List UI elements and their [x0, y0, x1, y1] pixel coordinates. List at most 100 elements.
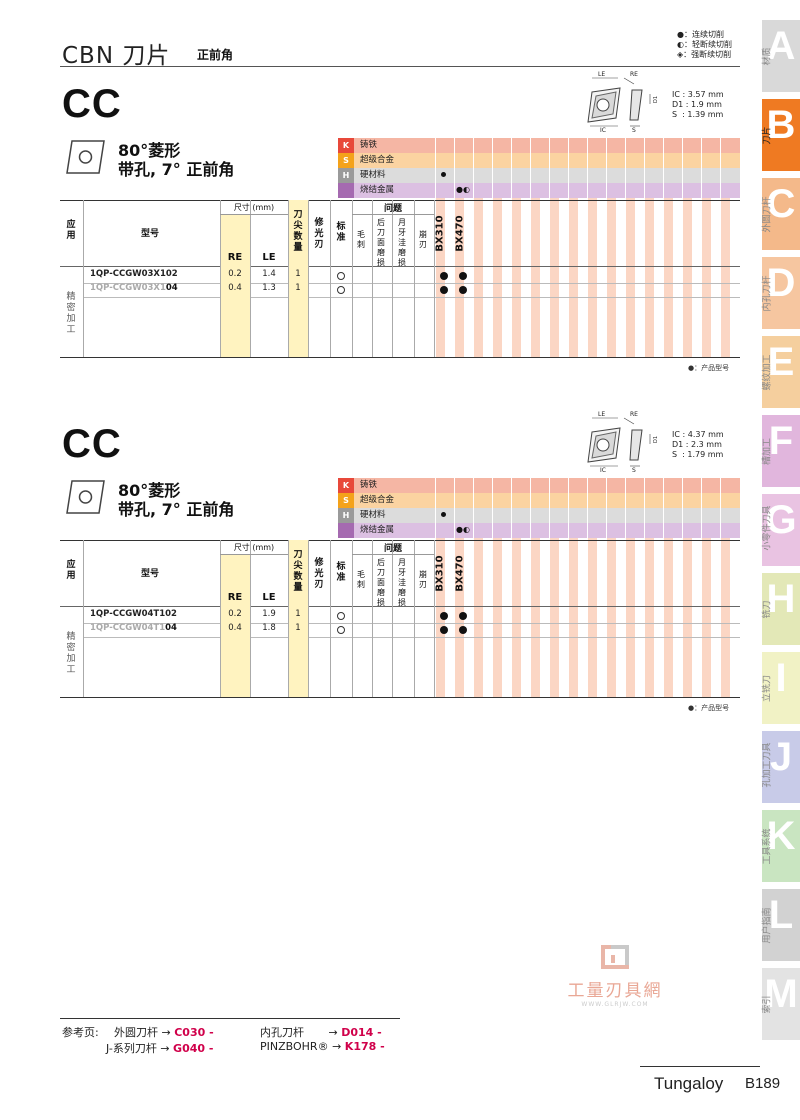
- grade-column: [664, 198, 673, 358]
- grade-column: [721, 198, 730, 358]
- tab-label: 材质: [762, 47, 773, 66]
- ref-rule: [60, 1018, 400, 1019]
- tab-letter: L: [768, 893, 794, 937]
- ref-item[interactable]: 外圆刀杆 → C030 -: [114, 1026, 214, 1039]
- grade-column: [683, 198, 692, 358]
- col-std: 标准: [336, 562, 346, 583]
- footer-rule: [640, 1066, 760, 1067]
- svg-text:D1: D1: [653, 96, 659, 103]
- tab-c[interactable]: C 外圆刀杆: [762, 178, 800, 250]
- col-re: RE: [227, 252, 243, 263]
- model-suffix: 04: [165, 283, 178, 293]
- table-col-line: [250, 540, 251, 697]
- tab-h[interactable]: H 铣刀: [762, 573, 800, 645]
- insert-shape-text: 80°菱形: [118, 141, 181, 160]
- grid-line: [549, 478, 550, 538]
- table-top-rule: [60, 540, 740, 541]
- grid-line: [587, 478, 588, 538]
- tab-l[interactable]: L 用户指南: [762, 889, 800, 961]
- ref-item[interactable]: 内孔刀杆 → D014 -: [260, 1026, 382, 1039]
- tab-a[interactable]: A 材质: [762, 20, 800, 92]
- col-std: 标准: [336, 222, 346, 243]
- tab-g[interactable]: G 小零件刀具: [762, 494, 800, 566]
- problem-rule: [352, 214, 434, 215]
- edges-value: 1: [295, 609, 301, 619]
- svg-text:IC: IC: [600, 127, 606, 132]
- col-grade-bx310: BX310: [434, 555, 446, 592]
- row-rule: [83, 623, 740, 624]
- grade-column: [702, 538, 711, 698]
- tab-j[interactable]: J 孔加工刀具: [762, 731, 800, 803]
- grid-line: [682, 138, 683, 198]
- tab-i[interactable]: I 立铣刀: [762, 652, 800, 724]
- table-col-line: [288, 200, 289, 357]
- ref-item[interactable]: J-系列刀杆 → G040 -: [106, 1042, 214, 1055]
- re-value: 0.4: [228, 623, 242, 633]
- material-name: 硬材料: [360, 170, 386, 180]
- grid-line: [511, 478, 512, 538]
- problem-rule: [352, 554, 434, 555]
- table-top-rule: [60, 200, 740, 201]
- table-col-line: [414, 200, 415, 357]
- col-burr: 毛刺: [357, 570, 365, 589]
- col-problem: 问题: [383, 204, 402, 214]
- table-col-line: [83, 540, 84, 697]
- tab-b[interactable]: B 刀片: [762, 99, 800, 171]
- material-letter: [338, 523, 354, 538]
- app-value: 精密加工: [66, 632, 76, 675]
- tab-d[interactable]: D 内孔刀杆: [762, 257, 800, 329]
- insert-shape-icon: [64, 138, 107, 176]
- tab-k[interactable]: K 工具系统: [762, 810, 800, 882]
- grade-column: [512, 538, 521, 698]
- grade-column: [721, 538, 730, 698]
- tab-letter: K: [766, 814, 796, 858]
- grade-column: [531, 538, 540, 698]
- col-chip: 崩刃: [419, 230, 427, 249]
- product-code: CC: [62, 422, 122, 466]
- material-letter: S: [338, 153, 354, 168]
- page-title: CBN 刀片: [62, 43, 171, 69]
- tab-letter: E: [767, 340, 795, 384]
- tab-f[interactable]: F 槽加工: [762, 415, 800, 487]
- grade-column: [512, 198, 521, 358]
- grid-line: [663, 138, 664, 198]
- grid-line: [682, 478, 683, 538]
- material-row: [354, 153, 740, 168]
- grid-line: [454, 138, 455, 198]
- col-flank: 后刀面磨损: [377, 558, 385, 607]
- grid-line: [568, 138, 569, 198]
- ref-item[interactable]: PINZBOHR® → K178 -: [260, 1040, 385, 1053]
- insert-diagram: LE RE IC S D1: [580, 70, 670, 134]
- grade-column: [607, 538, 616, 698]
- ref-label: 参考页:: [62, 1026, 99, 1039]
- tab-m[interactable]: M 索引: [762, 968, 800, 1040]
- tab-label: 外圆刀杆: [762, 196, 773, 233]
- spec-line: IC : 3.57 mm: [672, 90, 724, 99]
- col-edges: 刀尖数量: [293, 550, 303, 593]
- grid-line: [454, 478, 455, 538]
- header-rule: [60, 266, 740, 267]
- spec-line: S : 1.79 mm: [672, 450, 724, 459]
- grade-column: [493, 538, 502, 698]
- svg-text:S: S: [632, 467, 636, 472]
- grid-line: [587, 138, 588, 198]
- material-name: 烧结金属: [360, 185, 395, 195]
- table-col-line: [250, 200, 251, 357]
- grade-bx470-dot: [459, 286, 467, 294]
- table-col-line: [372, 540, 373, 697]
- spec-line: D1 : 1.9 mm: [672, 100, 722, 109]
- tab-letter: C: [766, 182, 796, 226]
- app-value: 精密加工: [66, 292, 76, 335]
- col-model: 型号: [140, 569, 159, 579]
- material-name: 超级合金: [360, 155, 395, 165]
- model-code: 1QP-CCGW03X104: [90, 283, 178, 293]
- table-col-line: [414, 540, 415, 697]
- legend-heavy-interrupted: ◈：强断续切削: [677, 50, 732, 59]
- grid-line: [720, 478, 721, 538]
- col-wiper: 修光刃: [314, 558, 324, 590]
- tab-letter: G: [765, 498, 797, 542]
- grade-column: [683, 538, 692, 698]
- grade-column: [626, 198, 635, 358]
- suitability-dot: [441, 172, 446, 177]
- tab-e[interactable]: E 螺纹加工: [762, 336, 800, 408]
